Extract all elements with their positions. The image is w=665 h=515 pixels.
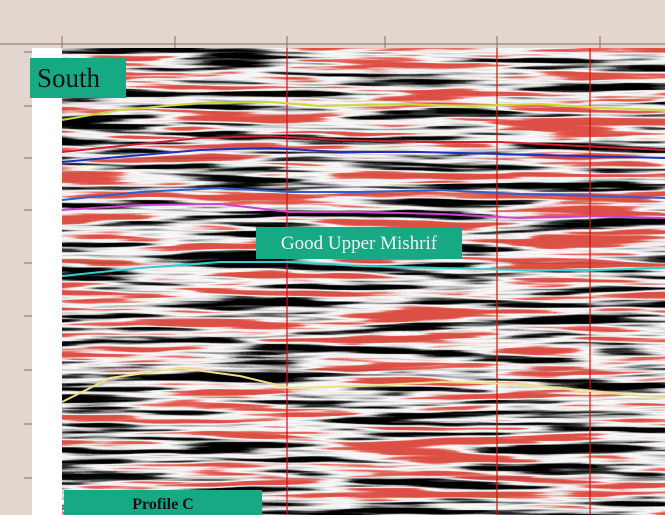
profile-label: Profile C [132, 496, 193, 513]
margin [32, 48, 62, 515]
header-band [0, 0, 665, 48]
seismic-image [62, 48, 665, 515]
section-lines [286, 48, 591, 515]
left-band [0, 48, 32, 515]
horizons [61, 100, 665, 403]
header-ticks [0, 36, 665, 479]
south-box [30, 58, 126, 98]
south-label: South [37, 63, 101, 93]
profile-box [64, 490, 262, 515]
horizon-box [256, 227, 462, 259]
horizon-label: Good Upper Mishrif [281, 233, 438, 254]
